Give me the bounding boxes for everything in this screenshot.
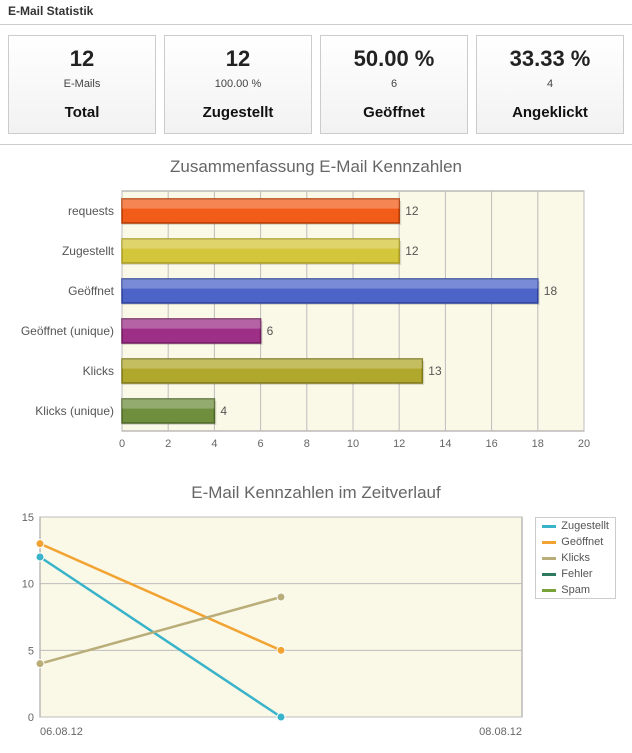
line-legend: ZugestelltGeöffnetKlicksFehlerSpam (535, 517, 616, 599)
stat-label: Geöffnet (325, 104, 463, 121)
stat-sub: 100.00 % (169, 78, 307, 90)
svg-text:16: 16 (485, 438, 497, 450)
svg-text:8: 8 (304, 438, 310, 450)
svg-text:18: 18 (544, 284, 558, 298)
bar-chart: 0 2 4 6 8 10 12 14 16 18 20 requests 12 Zugestellt 12 G… (12, 185, 612, 459)
svg-text:06.08.12: 06.08.12 (40, 726, 83, 738)
svg-text:Zugestellt: Zugestellt (62, 244, 115, 258)
stat-label: Angeklickt (481, 104, 619, 121)
svg-text:5: 5 (28, 645, 34, 657)
svg-text:requests: requests (68, 204, 114, 218)
stat-sub: E-Mails (13, 78, 151, 90)
legend-item: Spam (536, 582, 615, 598)
stat-label: Zugestellt (169, 104, 307, 121)
svg-text:Klicks (unique): Klicks (unique) (35, 404, 114, 418)
svg-text:13: 13 (428, 364, 442, 378)
bar-chart-section: Zusammenfassung E-Mail Kennzahlen 0 2 4 6 8 1… (0, 145, 632, 471)
svg-text:Klicks: Klicks (83, 364, 114, 378)
svg-text:14: 14 (439, 438, 451, 450)
stat-card: 12 100.00 % Zugestellt (164, 35, 312, 134)
svg-text:15: 15 (22, 512, 34, 524)
line-chart-title: E-Mail Kennzahlen im Zeitverlauf (12, 483, 620, 503)
line-chart-section: E-Mail Kennzahlen im Zeitverlauf 0510150… (0, 471, 632, 753)
svg-text:4: 4 (211, 438, 217, 450)
svg-text:12: 12 (393, 438, 405, 450)
stat-value: 12 (169, 46, 307, 72)
svg-text:6: 6 (258, 438, 264, 450)
svg-text:08.08.12: 08.08.12 (479, 726, 522, 738)
line-chart: 0 5 10 15 06.08.12 08.08.12 (12, 511, 612, 741)
svg-text:12: 12 (405, 204, 419, 218)
legend-item: Zugestellt (536, 518, 615, 534)
legend-item: Fehler (536, 566, 615, 582)
svg-text:2: 2 (165, 438, 171, 450)
stat-value: 12 (13, 46, 151, 72)
stat-card: 33.33 % 4 Angeklickt (476, 35, 624, 134)
svg-text:10: 10 (22, 579, 34, 591)
legend-item: Klicks (536, 550, 615, 566)
svg-text:10: 10 (347, 438, 359, 450)
stats-row: 12 E-Mails Total 12 100.00 % Zugestellt 50.00 … (0, 25, 632, 145)
svg-text:18: 18 (532, 438, 544, 450)
panel-title: E-Mail Statistik (0, 0, 632, 25)
svg-text:4: 4 (220, 404, 227, 418)
svg-text:0: 0 (28, 712, 34, 724)
legend-item: Geöffnet (536, 534, 615, 550)
stat-label: Total (13, 104, 151, 121)
bar-chart-title: Zusammenfassung E-Mail Kennzahlen (12, 157, 620, 177)
svg-text:Geöffnet (unique): Geöffnet (unique) (21, 324, 114, 338)
svg-text:6: 6 (267, 324, 274, 338)
svg-text:Geöffnet: Geöffnet (68, 284, 114, 298)
svg-text:20: 20 (578, 438, 590, 450)
svg-text:0: 0 (119, 438, 125, 450)
stat-sub: 4 (481, 78, 619, 90)
stat-card: 12 E-Mails Total (8, 35, 156, 134)
svg-text:12: 12 (405, 244, 419, 258)
stat-value: 50.00 % (325, 46, 463, 72)
stat-sub: 6 (325, 78, 463, 90)
stat-value: 33.33 % (481, 46, 619, 72)
stat-card: 50.00 % 6 Geöffnet (320, 35, 468, 134)
